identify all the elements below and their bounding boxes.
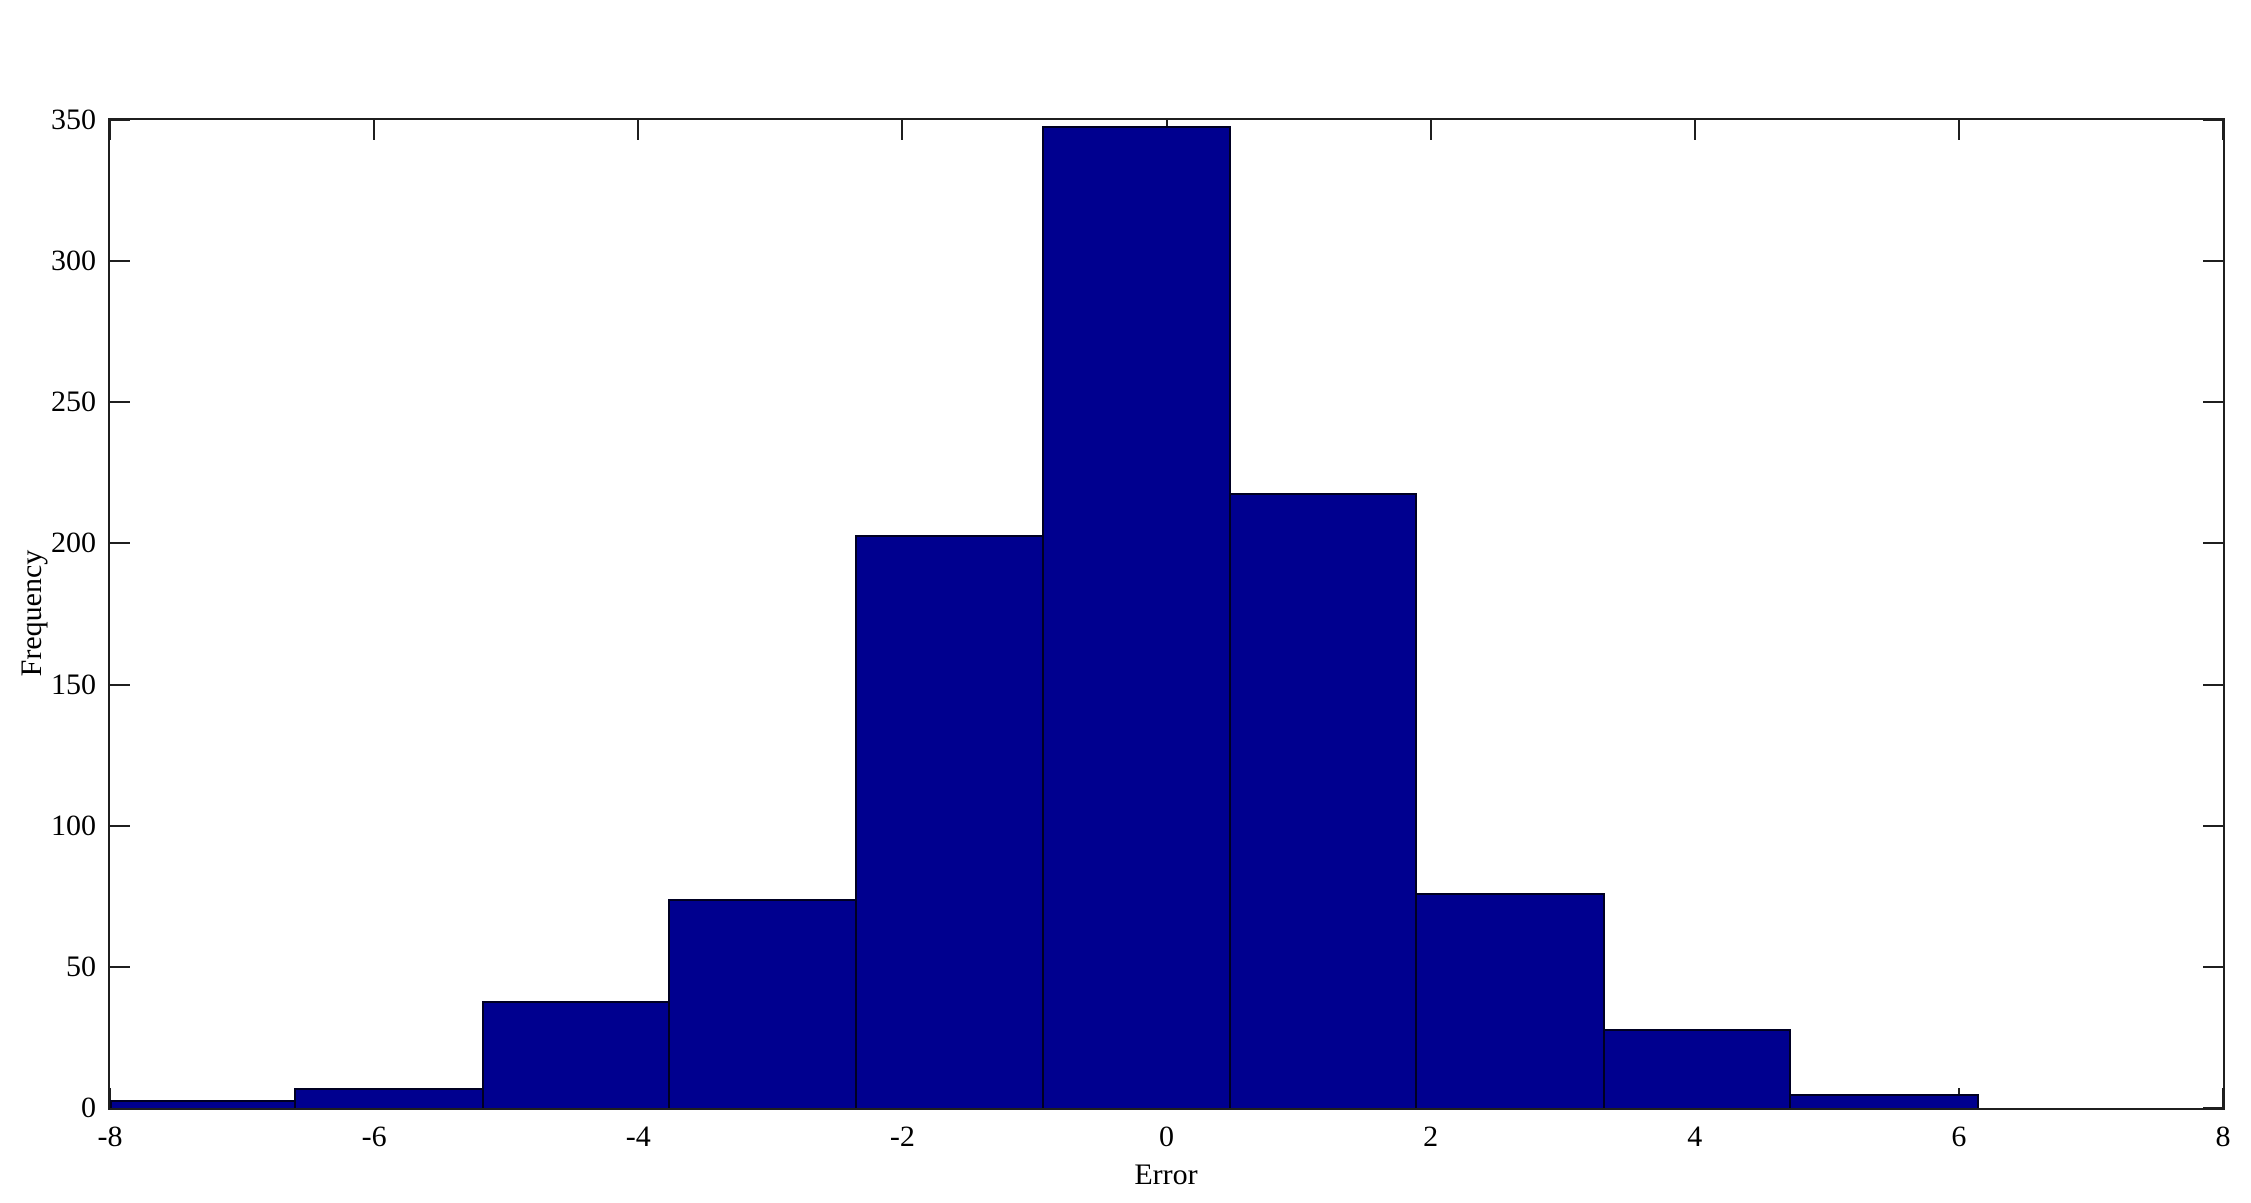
histogram-bar [1041, 125, 1232, 1108]
x-tick-label: 0 [1159, 1120, 1174, 1153]
x-tick [2222, 120, 2224, 140]
x-tick-label: -2 [889, 1120, 915, 1153]
x-tick-label: 6 [1951, 1120, 1967, 1153]
y-tick-label: 350 [51, 103, 96, 136]
histogram-bar [110, 1099, 297, 1108]
y-tick [2203, 401, 2223, 404]
y-tick [2203, 683, 2223, 686]
x-tick [109, 1088, 111, 1108]
x-tick-label: 4 [1687, 1120, 1703, 1153]
y-tick [2203, 260, 2223, 263]
x-tick [637, 120, 640, 140]
x-tick [1429, 120, 1432, 140]
y-tick [2203, 965, 2223, 968]
histogram-bar [667, 899, 858, 1108]
histogram-bar [1415, 893, 1605, 1108]
histogram-bar [855, 534, 1044, 1108]
x-tick-label: 2 [1423, 1120, 1439, 1153]
y-tick [110, 965, 130, 968]
histogram-bar [1602, 1028, 1792, 1108]
x-tick [109, 120, 111, 140]
plot-area [108, 118, 2225, 1110]
y-tick-label: 0 [81, 1091, 96, 1124]
y-tick [110, 542, 130, 545]
x-tick [1957, 120, 1960, 140]
histogram-bar [294, 1088, 484, 1108]
x-tick [2222, 1088, 2224, 1108]
y-tick-label: 100 [51, 808, 96, 842]
y-tick [2203, 1107, 2223, 1109]
y-tick [2203, 542, 2223, 545]
y-tick [110, 401, 130, 404]
x-tick-label: 8 [2215, 1120, 2231, 1153]
y-tick-label: 50 [66, 949, 96, 983]
y-tick [110, 260, 130, 263]
x-tick [901, 120, 904, 140]
x-tick-label: -8 [97, 1120, 123, 1153]
y-tick [2203, 119, 2223, 121]
y-tick-label: 250 [51, 385, 96, 419]
y-tick [110, 1107, 130, 1109]
y-tick [110, 683, 130, 686]
y-tick [2203, 824, 2223, 827]
x-tick [373, 120, 376, 140]
x-tick [1693, 120, 1696, 140]
y-tick [110, 824, 130, 827]
y-axis-title: Frequency [15, 549, 48, 677]
y-tick-label: 300 [51, 244, 96, 278]
y-tick-label: 200 [51, 526, 96, 560]
x-axis-title: Error [1134, 1158, 1198, 1191]
histogram-bar [1789, 1093, 1979, 1108]
x-tick-label: -4 [625, 1120, 651, 1153]
histogram-bar [481, 1000, 670, 1108]
y-tick [110, 119, 130, 121]
histogram-bar [1229, 492, 1418, 1108]
x-tick-label: -6 [361, 1120, 387, 1153]
y-tick-label: 150 [51, 667, 96, 701]
